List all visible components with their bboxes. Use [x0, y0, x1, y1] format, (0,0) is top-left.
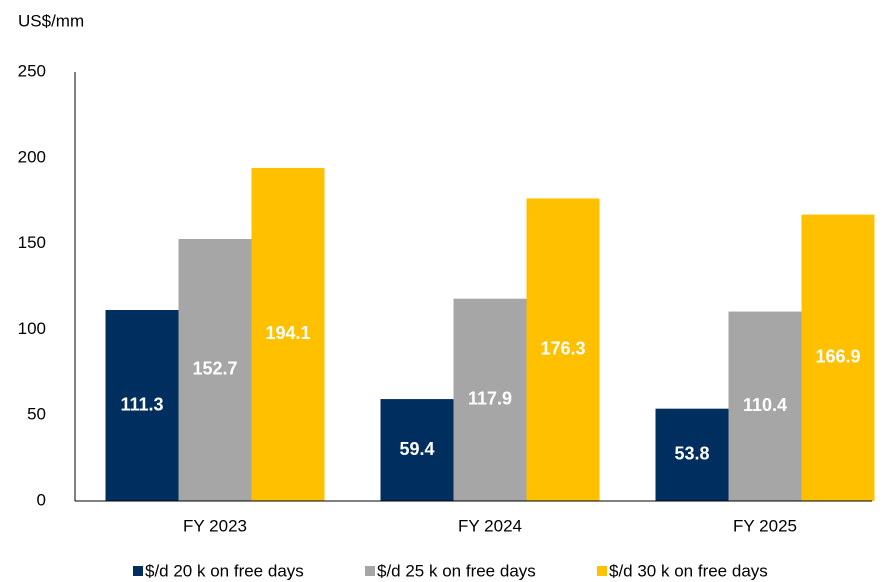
y-tick-label: 50 — [27, 405, 46, 424]
bar — [526, 198, 600, 502]
bar — [251, 167, 325, 502]
y-tick-label: 250 — [18, 61, 46, 80]
value-label: 176.3 — [540, 338, 585, 358]
bar — [655, 408, 729, 501]
bar — [105, 310, 179, 501]
x-tick-label: FY 2023 — [183, 516, 247, 535]
y-tick-label: 200 — [18, 147, 46, 166]
legend-label: $/d 30 k on free days — [609, 561, 768, 580]
value-label: 152.7 — [192, 359, 237, 379]
y-tick-label: 150 — [18, 233, 46, 252]
value-label: 53.8 — [674, 444, 709, 464]
x-tick-label: FY 2024 — [458, 516, 522, 535]
value-label: 194.1 — [265, 323, 310, 343]
value-label: 59.4 — [399, 439, 434, 459]
bar — [728, 311, 802, 501]
y-axis-label: US$/mm — [18, 11, 84, 30]
legend-label: $/d 20 k on free days — [145, 561, 304, 580]
y-tick-label: 100 — [18, 319, 46, 338]
legend-swatch — [365, 566, 375, 576]
legend-label: $/d 25 k on free days — [377, 561, 536, 580]
bar — [801, 214, 875, 501]
value-label: 166.9 — [815, 347, 860, 367]
x-tick-label: FY 2025 — [733, 516, 797, 535]
legend-swatch — [597, 566, 607, 576]
legend-swatch — [133, 566, 143, 576]
bar — [453, 298, 527, 501]
value-label: 110.4 — [743, 395, 787, 415]
bar — [380, 399, 454, 501]
value-label: 117.9 — [468, 389, 512, 409]
value-label: 111.3 — [120, 394, 163, 414]
bar — [178, 238, 252, 501]
y-tick-label: 0 — [37, 490, 46, 509]
